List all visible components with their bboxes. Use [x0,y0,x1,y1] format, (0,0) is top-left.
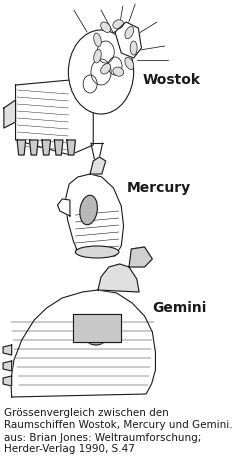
Text: Grössenvergleich zwischen den: Grössenvergleich zwischen den [4,408,169,418]
Polygon shape [54,140,63,155]
Polygon shape [3,345,12,355]
Text: Gemini: Gemini [152,301,207,315]
Ellipse shape [101,63,111,74]
Polygon shape [4,100,16,128]
Circle shape [69,30,134,114]
Polygon shape [67,140,75,155]
Ellipse shape [82,315,110,345]
Ellipse shape [75,246,119,258]
Text: Mercury: Mercury [127,181,191,195]
Text: Herder-Verlag 1990, S.47: Herder-Verlag 1990, S.47 [4,444,135,454]
Ellipse shape [94,33,101,46]
Text: aus: Brian Jones: Weltraumforschung;: aus: Brian Jones: Weltraumforschung; [4,433,201,443]
Ellipse shape [94,50,101,63]
Text: Raumschiffen Wostok, Mercury und Gemini.: Raumschiffen Wostok, Mercury und Gemini. [4,420,233,430]
Ellipse shape [130,41,137,55]
Ellipse shape [113,67,124,76]
Polygon shape [90,157,106,174]
Ellipse shape [80,195,97,225]
Polygon shape [11,290,155,397]
Polygon shape [30,140,38,155]
Polygon shape [3,361,12,371]
Ellipse shape [125,57,134,69]
Polygon shape [98,264,139,292]
Ellipse shape [125,27,134,39]
Polygon shape [129,247,152,267]
Ellipse shape [113,20,124,29]
Polygon shape [73,314,121,342]
Polygon shape [42,140,51,155]
Ellipse shape [101,22,111,33]
Polygon shape [65,174,123,256]
Polygon shape [16,80,93,155]
Polygon shape [58,199,70,216]
Polygon shape [3,376,12,386]
Text: Wostok: Wostok [142,73,200,87]
Polygon shape [17,140,26,155]
Polygon shape [115,22,141,58]
